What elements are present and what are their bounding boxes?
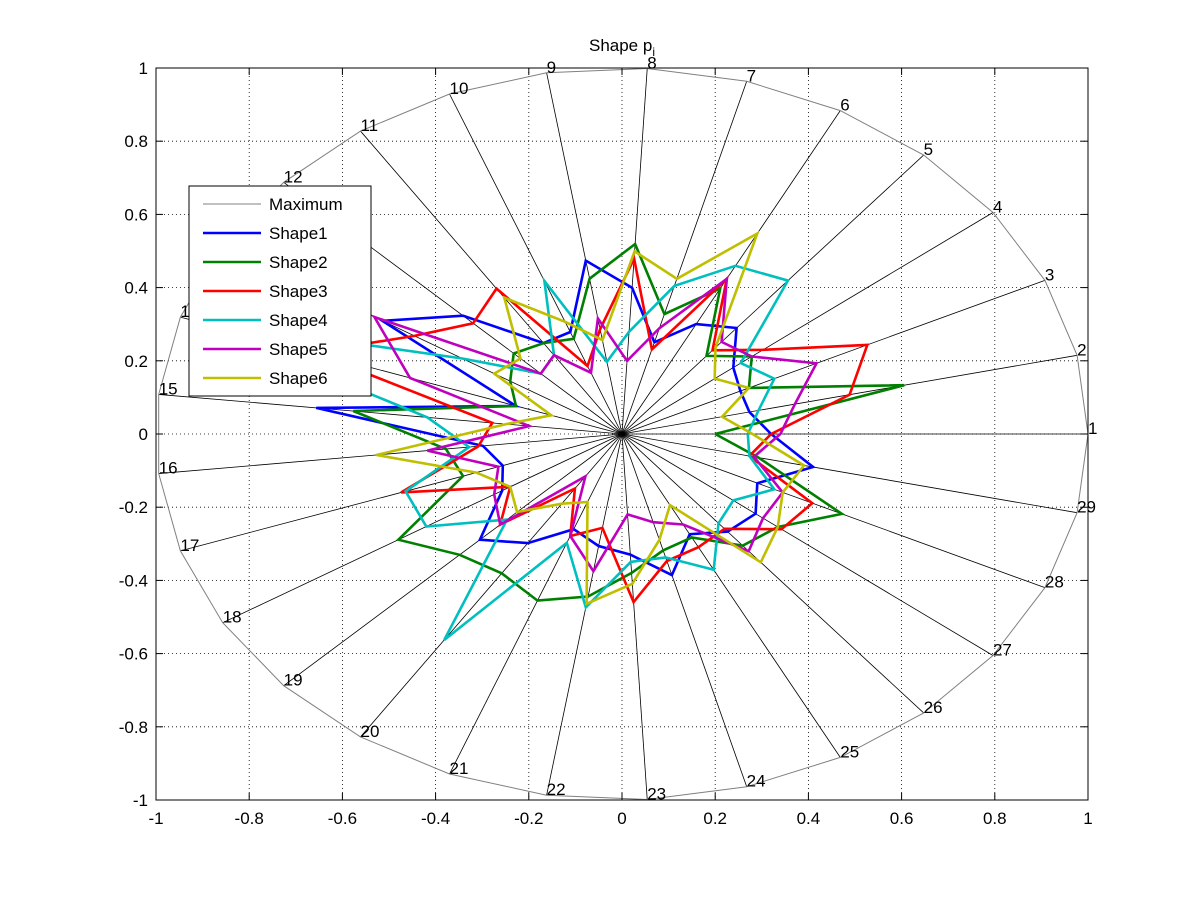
axis-label: 7 xyxy=(747,66,756,85)
axis-spoke xyxy=(360,130,623,435)
axis-spoke xyxy=(449,433,623,775)
axis-spoke xyxy=(621,433,924,714)
x-tick-label: -0.4 xyxy=(421,809,450,828)
axis-label: 4 xyxy=(993,198,1002,217)
axis-label: 1 xyxy=(1088,419,1097,438)
axis-label: 24 xyxy=(747,772,766,791)
x-tick-label: -0.6 xyxy=(328,809,357,828)
axis-label: 2 xyxy=(1077,340,1086,359)
axis-label: 9 xyxy=(547,58,556,77)
y-tick-label: 0.4 xyxy=(124,279,148,298)
axis-label: 10 xyxy=(450,79,469,98)
axis-label: 28 xyxy=(1045,573,1064,592)
y-tick-label: 0.6 xyxy=(124,205,148,224)
axis-spoke xyxy=(621,81,748,435)
legend: Maximum Shape1 Shape2 Shape3 Shape4 Shape5 Sha… xyxy=(188,185,372,397)
x-tick-label: 1 xyxy=(1083,809,1092,828)
axis-spoke xyxy=(158,394,623,435)
axis-label: 23 xyxy=(647,784,666,803)
axis-spoke xyxy=(546,433,623,796)
y-tick-label: -0.8 xyxy=(119,718,148,737)
y-tick-label: -0.6 xyxy=(119,645,148,664)
series-shape1-line xyxy=(315,258,816,577)
axis-label: 16 xyxy=(159,459,178,478)
legend-label: Shape6 xyxy=(269,369,328,388)
axis-spoke xyxy=(222,433,623,624)
axis-spoke xyxy=(621,433,994,656)
axis-spoke xyxy=(621,279,1046,435)
legend-label: Shape3 xyxy=(269,282,328,301)
y-tick-label: -0.2 xyxy=(119,498,148,517)
axis-spoke xyxy=(546,72,623,435)
axis-label: 22 xyxy=(547,780,566,799)
x-tick-label: -0.2 xyxy=(514,809,543,828)
axis-spoke xyxy=(621,433,748,787)
chart-title-subscript: i xyxy=(652,45,655,59)
axis-spoke xyxy=(621,110,841,435)
x-tick-label: 0 xyxy=(617,809,626,828)
chart-title-main: Shape p xyxy=(589,36,652,55)
axis-spoke xyxy=(621,433,1046,589)
axis-spoke xyxy=(283,433,623,687)
axis-label: 11 xyxy=(360,116,378,135)
axis-spoke xyxy=(621,154,924,435)
x-tick-label: -0.8 xyxy=(235,809,264,828)
legend-label: Maximum xyxy=(269,195,343,214)
chart-title: Shape pi xyxy=(589,36,655,59)
x-tick-label: 0.2 xyxy=(703,809,727,828)
axis-label: 12 xyxy=(284,167,303,186)
axis-label: 6 xyxy=(840,96,849,115)
axis-spoke xyxy=(621,212,994,435)
y-tick-label: 1 xyxy=(139,59,148,78)
y-tick-label: 0 xyxy=(139,425,148,444)
y-tick-label: 0.2 xyxy=(124,352,148,371)
axis-label: 27 xyxy=(993,640,1012,659)
x-tick-label: 0.4 xyxy=(797,809,821,828)
axis-label: 20 xyxy=(360,722,379,741)
axis-spoke xyxy=(621,433,648,800)
series-shape5-line xyxy=(371,276,819,574)
axis-label: 21 xyxy=(450,759,469,778)
y-tick-label: 0.8 xyxy=(124,132,148,151)
legend-label: Shape4 xyxy=(269,311,328,330)
legend-label: Shape1 xyxy=(269,224,328,243)
axis-label: 15 xyxy=(159,379,178,398)
axis-label: 8 xyxy=(647,54,656,73)
tick-marks: -1 -0.8 -0.6 -0.4 -0.2 0 0.2 0.4 0.6 0.8 1 -1 -0.8 -0… xyxy=(119,59,1093,828)
axis-label: 5 xyxy=(924,140,933,159)
series-layer xyxy=(188,230,905,642)
axis-label: 25 xyxy=(840,742,859,761)
axis-label: 18 xyxy=(223,608,242,627)
series-shape3-line xyxy=(308,254,870,605)
axis-label: 17 xyxy=(180,536,199,555)
x-tick-label: 0.8 xyxy=(983,809,1007,828)
y-tick-label: -0.4 xyxy=(119,571,148,590)
legend-label: Shape2 xyxy=(269,253,328,272)
axis-spoke xyxy=(449,93,623,435)
y-tick-label: -1 xyxy=(133,791,148,810)
legend-label: Shape5 xyxy=(269,340,328,359)
axis-spoke xyxy=(621,433,841,758)
series-shape2-line xyxy=(352,241,905,602)
axis-spoke xyxy=(360,433,623,738)
x-tick-label: -1 xyxy=(148,809,163,828)
axis-spoke xyxy=(621,433,1078,514)
x-tick-label: 0.6 xyxy=(890,809,914,828)
axis-label: 26 xyxy=(924,698,943,717)
axis-label: 19 xyxy=(284,671,303,690)
axis-spoke xyxy=(158,433,623,474)
series-shape6-line xyxy=(376,230,806,606)
axis-label: 3 xyxy=(1045,265,1054,284)
